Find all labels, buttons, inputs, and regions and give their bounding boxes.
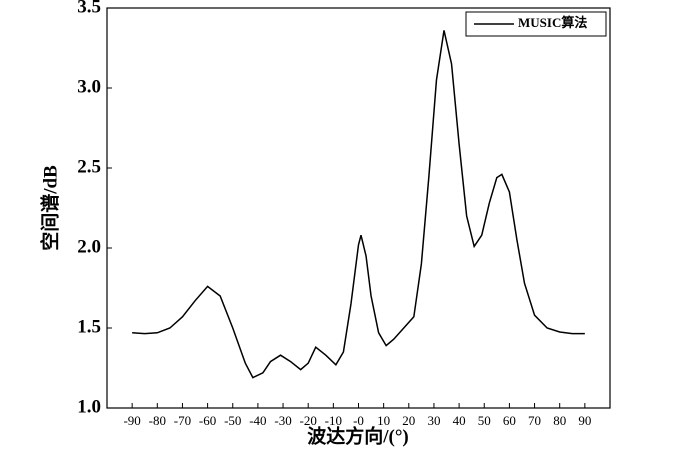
x-axis-label: 波达方向/(°) xyxy=(307,424,409,447)
x-tick-label: -70 xyxy=(174,413,191,428)
plot-frame xyxy=(106,7,611,409)
x-tick-label: -90 xyxy=(123,413,140,428)
x-tick-label: 10 xyxy=(377,413,390,428)
x-tick-label: -10 xyxy=(325,413,342,428)
legend-label: MUSIC算法 xyxy=(518,15,587,30)
x-tick-label: 50 xyxy=(478,413,491,428)
x-tick-label: 20 xyxy=(402,413,415,428)
y-tick-label: 1.0 xyxy=(77,396,101,417)
y-tick-label: 3.0 xyxy=(77,76,101,97)
x-tick-label: 90 xyxy=(578,413,591,428)
x-tick-label: -30 xyxy=(274,413,291,428)
x-tick-label: -20 xyxy=(300,413,317,428)
x-tick-label: -50 xyxy=(224,413,241,428)
x-tick-label: -60 xyxy=(199,413,216,428)
x-tick-label: 30 xyxy=(427,413,440,428)
data-line xyxy=(132,30,585,379)
x-tick-label: 60 xyxy=(503,413,516,428)
x-tick-label: 80 xyxy=(553,413,566,428)
y-axis-label: 空间谱/dB xyxy=(38,165,61,251)
x-tick-label: 70 xyxy=(528,413,541,428)
y-tick-label: 2.0 xyxy=(77,236,101,257)
x-tick-label: -0 xyxy=(353,413,364,428)
x-tick-label: -80 xyxy=(149,413,166,428)
y-tick-label: 1.5 xyxy=(77,316,101,337)
x-tick-label: -40 xyxy=(249,413,266,428)
y-tick-label: 3.5 xyxy=(77,0,101,17)
y-tick-label: 2.5 xyxy=(77,156,101,177)
x-tick-label: 40 xyxy=(453,413,466,428)
